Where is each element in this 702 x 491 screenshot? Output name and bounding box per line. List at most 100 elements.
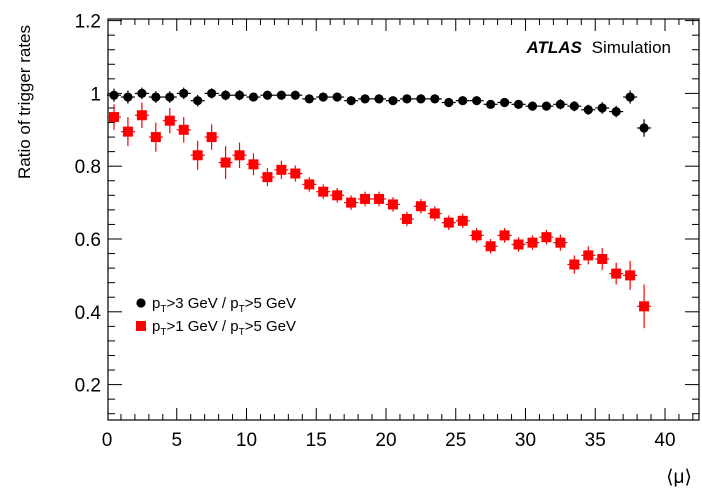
data-point [485, 241, 496, 252]
data-point [290, 168, 301, 179]
data-point [150, 132, 161, 143]
y-tick-label: 0.6 [75, 230, 101, 251]
data-point [472, 96, 482, 106]
data-point [513, 239, 524, 250]
legend-text: p [152, 318, 160, 335]
legend-text: >1 GeV / p [166, 318, 238, 335]
x-tick-label: 10 [236, 430, 257, 451]
legend-subscript: T [160, 304, 166, 315]
tick-labels-layer: 0 5 10 15 20 25 30 35 40 0.2 0.4 0.6 0.8 1 1.2 [75, 12, 676, 451]
data-point [639, 301, 650, 312]
data-point [262, 90, 273, 100]
data-point [234, 90, 245, 100]
data-point [332, 92, 342, 102]
data-point [220, 90, 231, 100]
data-point [360, 193, 371, 204]
x-tick-label: 20 [375, 430, 396, 451]
data-point [374, 193, 385, 204]
x-tick-label: 40 [654, 430, 675, 451]
data-point [527, 101, 538, 111]
data-point [346, 197, 357, 208]
data-point [193, 96, 203, 106]
x-tick-label: 35 [585, 430, 606, 451]
x-tick-label: 25 [445, 430, 466, 451]
data-point [625, 92, 635, 102]
data-point [499, 97, 510, 108]
data-point [555, 99, 565, 109]
data-point [541, 101, 552, 111]
legend-marker [136, 321, 146, 331]
legend-text: >3 GeV / p [166, 295, 238, 312]
data-point [207, 88, 217, 98]
data-point [248, 159, 259, 170]
data-point [123, 92, 133, 102]
data-point [276, 90, 286, 100]
y-tick-label: 0.8 [75, 157, 101, 178]
data-point [304, 179, 315, 190]
legend-text: p [152, 295, 160, 312]
data-point [122, 126, 133, 137]
data-point [486, 99, 496, 109]
legend-text: >5 GeV [245, 295, 296, 312]
data-point [164, 115, 175, 126]
x-tick-label: 15 [306, 430, 327, 451]
data-point [304, 94, 314, 104]
data-point [597, 254, 608, 265]
data-marks-layer [106, 87, 652, 329]
data-point [569, 101, 579, 111]
data-point [137, 88, 147, 98]
data-point [541, 232, 552, 243]
plot-frame-layer [107, 18, 700, 421]
data-point [318, 186, 329, 197]
legend-subscript: T [239, 304, 245, 315]
data-point [611, 268, 622, 279]
data-point [597, 103, 607, 113]
x-tick-label: 30 [515, 430, 536, 451]
data-point [360, 94, 370, 104]
data-point [248, 92, 259, 102]
data-point [346, 96, 356, 106]
data-point [457, 215, 468, 226]
data-point [611, 107, 621, 117]
y-axis-label: Ratio of trigger rates [15, 25, 34, 179]
data-point [234, 150, 245, 161]
data-point [109, 90, 119, 100]
legend-subscript: T [160, 327, 166, 338]
data-point [471, 230, 482, 241]
data-point [444, 97, 454, 108]
data-point [192, 150, 203, 161]
data-point [555, 237, 566, 248]
data-point [583, 250, 594, 261]
data-point [165, 92, 175, 102]
data-point [416, 94, 426, 104]
series-1 [106, 87, 652, 137]
data-point [513, 99, 524, 109]
data-point [276, 164, 287, 175]
data-point [401, 213, 412, 224]
atlas-regular-text: Simulation [592, 38, 671, 57]
plot-frame [107, 18, 700, 421]
data-point [583, 105, 593, 115]
data-point [151, 92, 161, 102]
data-point [374, 94, 384, 104]
data-point [290, 90, 300, 100]
data-point [220, 157, 231, 168]
data-point [499, 230, 510, 241]
data-point [387, 199, 398, 210]
data-point [108, 112, 119, 123]
legend-marker [136, 298, 146, 308]
legend-subscript: T [239, 327, 245, 338]
x-axis-label: ⟨μ⟩ [666, 467, 692, 488]
x-tick-label: 5 [171, 430, 182, 451]
data-point [179, 88, 189, 98]
data-point [569, 259, 580, 270]
y-tick-label: 0.2 [75, 376, 101, 397]
legend-label: pT>1 GeV / pT>5 GeV [152, 318, 296, 338]
data-point [429, 208, 440, 219]
data-point [402, 94, 412, 104]
y-tick-label: 0.4 [75, 303, 102, 324]
data-point [178, 124, 189, 135]
legend-label: pT>3 GeV / pT>5 GeV [152, 295, 296, 315]
data-point [458, 96, 468, 106]
